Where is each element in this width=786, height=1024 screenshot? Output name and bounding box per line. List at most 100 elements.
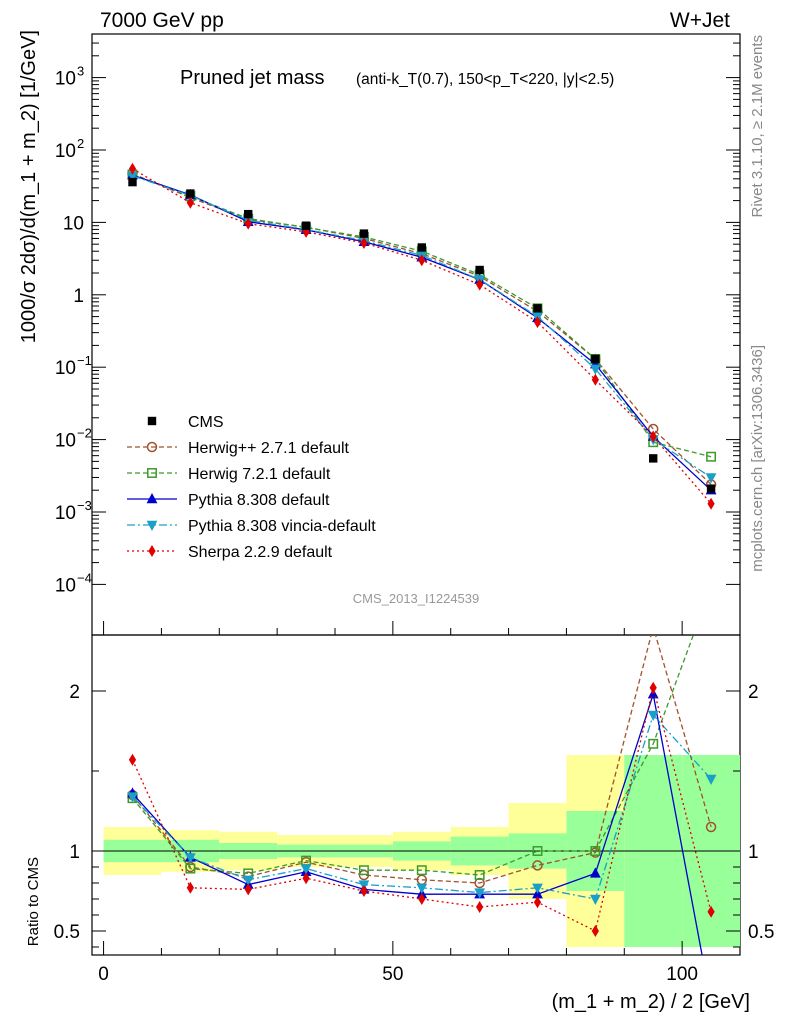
- legend-marker: [148, 545, 156, 557]
- y-tick-exponent: −4: [77, 570, 92, 585]
- series-3-ratio-point: [300, 864, 312, 875]
- series-4-point: [418, 254, 426, 267]
- series-1-ratio-point: [416, 865, 427, 876]
- legend-label: Pythia 8.308 default: [188, 492, 330, 509]
- cms-data-point: [533, 304, 542, 313]
- series-4-ratio-point: [591, 925, 599, 937]
- series-3-point: [705, 473, 717, 484]
- x-tick-label: 50: [382, 964, 403, 985]
- cms-data-point: [244, 209, 253, 219]
- legend-label: Pythia 8.308 vincia-default: [188, 518, 376, 535]
- analysis-label: CMS_2013_I1224539: [353, 591, 480, 606]
- series-3-ratio-point: [705, 774, 717, 785]
- cms-data-point: [301, 221, 311, 230]
- plot-subtitle: (anti-k_T(0.7), 150<p_T<220, |y|<2.5): [356, 71, 614, 88]
- series-4-ratio-point: [418, 893, 426, 905]
- series-4-ratio-point: [649, 681, 657, 694]
- series-4-point: [649, 430, 657, 443]
- cms-data-point: [649, 454, 658, 463]
- series-1-ratio-point: [648, 738, 659, 749]
- x-axis-label: (m_1 + m_2) / 2 [GeV]: [552, 991, 750, 1013]
- main-series-layer: [127, 162, 717, 510]
- series-3-ratio-point: [242, 875, 254, 886]
- cms-data-point: [475, 265, 484, 275]
- y-tick-exponent: 3: [77, 64, 84, 79]
- ratio-tick-label-right: 0.5: [748, 922, 774, 943]
- series-3-point: [589, 364, 601, 375]
- plot-title: Pruned jet mass: [180, 67, 325, 89]
- ratio-tick-label: 2: [69, 682, 80, 703]
- cms-data-point: [128, 177, 137, 187]
- series-0-ratio-point: [705, 821, 717, 833]
- cms-data-point: [591, 354, 600, 364]
- x-tick-label: 0: [98, 964, 109, 985]
- series-3-ratio-point: [532, 883, 543, 894]
- y-tick-label: 10: [55, 431, 76, 452]
- series-3-ratio-point: [589, 894, 601, 905]
- series-4-ratio-point: [302, 872, 310, 885]
- cms-data-point: [706, 484, 716, 493]
- y-tick-exponent: −1: [77, 353, 92, 368]
- series-3-ratio-point: [474, 888, 486, 899]
- ratio-tick-label-right: 2: [748, 682, 759, 703]
- y-tick-exponent: −2: [77, 426, 92, 441]
- series-0-line: [132, 173, 712, 485]
- series-1-ratio-point: [185, 863, 196, 874]
- legend-marker: [147, 416, 157, 426]
- series-2-ratio-point: [589, 867, 601, 878]
- ratio-tick-label-right: 1: [748, 842, 759, 863]
- series-4-ratio-point: [533, 896, 542, 909]
- y-axis-label: 1000/σ 2dσ)/d(m_1 + m_2) [1/GeV]: [18, 30, 40, 343]
- series-4-point: [360, 236, 368, 249]
- series-3-ratio-point: [416, 883, 428, 894]
- ratio-uncertainty-bands: [92, 755, 740, 947]
- y-tick-label: 10: [55, 69, 76, 90]
- ratio-y-axis-label: Ratio to CMS: [25, 857, 42, 946]
- series-4-point: [186, 196, 194, 209]
- series-3-ratio-point: [647, 710, 659, 721]
- legend-marker: [146, 493, 158, 504]
- series-3-line: [132, 175, 712, 478]
- series-0-ratio-point: [532, 860, 543, 871]
- cms-data-point: [359, 229, 369, 238]
- series-4-point: [707, 497, 715, 510]
- series-0-ratio-line: [131, 635, 712, 884]
- ratio-tick-label: 0.5: [54, 922, 80, 943]
- series-4-point: [128, 162, 137, 175]
- process-label: W+Jet: [670, 9, 730, 32]
- series-3-point: [127, 171, 138, 182]
- series-4-ratio-point: [128, 753, 137, 766]
- legend-label: Herwig++ 2.7.1 default: [188, 440, 350, 457]
- series-4-ratio-point: [476, 901, 484, 913]
- legend-marker: [147, 468, 157, 478]
- y-tick-exponent: 2: [77, 136, 84, 151]
- ratio-tick-label: 1: [69, 842, 80, 863]
- energy-label: 7000 GeV pp: [100, 9, 224, 32]
- legend-marker: [146, 520, 158, 531]
- y-tick-label: 10: [55, 575, 76, 596]
- series-4-ratio-point: [186, 881, 194, 894]
- legend-label: Herwig 7.2.1 default: [188, 466, 331, 483]
- cms-data-point: [186, 189, 195, 198]
- series-1-ratio-point: [532, 846, 543, 856]
- mcplots-label: mcplots.cern.ch [arXiv:1306.3436]: [749, 345, 766, 572]
- legend: CMS Herwig++ 2.7.1 default Herwig 7.2.1 de…: [127, 414, 376, 561]
- series-1-ratio-point: [474, 870, 485, 880]
- series-4-point: [591, 373, 599, 386]
- series-3-ratio-point: [127, 792, 138, 803]
- series-4-ratio-point: [244, 883, 252, 896]
- series-1-ratio-point: [590, 846, 601, 856]
- series-4-point: [533, 316, 542, 329]
- y-tick-exponent: −3: [77, 498, 92, 513]
- y-tick-label: 1: [73, 286, 84, 307]
- y-tick-label: 10: [55, 141, 76, 162]
- series-1-point: [706, 451, 717, 462]
- series-4-point: [244, 217, 252, 230]
- series-1-ratio-point: [358, 865, 369, 876]
- y-tick-label: 10: [55, 503, 76, 524]
- y-tick-label: 10: [63, 213, 84, 234]
- series-4-ratio-point: [707, 905, 715, 918]
- legend-marker: [146, 441, 158, 453]
